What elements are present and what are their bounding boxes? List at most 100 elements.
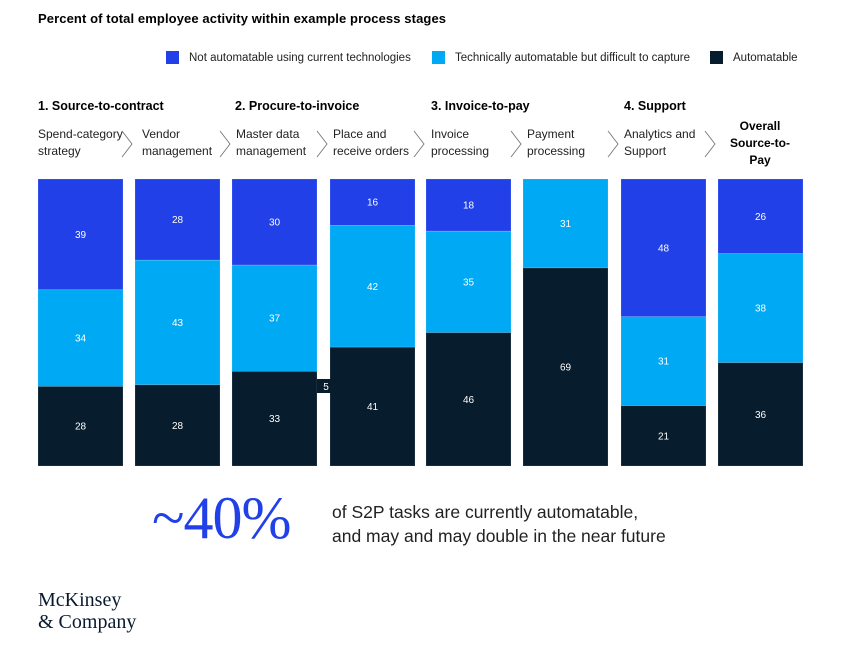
chevron-right-icon — [121, 130, 133, 158]
chevron-right-icon — [316, 130, 328, 158]
chevron-right-icon — [607, 130, 619, 158]
step-invoice-processing: Invoice processing — [431, 126, 489, 160]
data-label: 36 — [755, 410, 767, 421]
bar-1: 39 34 28 — [37, 178, 124, 467]
bar-segment-automatable — [329, 346, 416, 467]
chevron-right-icon — [219, 130, 231, 158]
data-label: 39 — [75, 230, 87, 241]
legend-label: Technically automatable but difficult to… — [455, 51, 691, 64]
data-label: 69 — [560, 362, 572, 373]
stage-source-to-contract: 1. Source-to-contract — [38, 99, 164, 113]
chevron-right-icon — [704, 130, 716, 158]
step-line: strategy — [38, 144, 81, 158]
step-analytics-and-support: Analytics and Support — [624, 126, 695, 160]
step-line: Payment — [527, 127, 575, 141]
data-label: 33 — [269, 414, 281, 425]
bar-segment-not-automatable — [134, 178, 221, 261]
logo-line: & Company — [38, 611, 137, 633]
data-label: 31 — [560, 219, 572, 230]
mckinsey-logo: McKinsey & Company — [38, 589, 136, 633]
bar-6: 31 69 — [522, 178, 609, 467]
legend-swatch — [432, 51, 445, 64]
bar-segment-not-automatable — [231, 178, 318, 266]
step-line: management — [142, 144, 213, 158]
data-label: 31 — [658, 357, 670, 368]
bar-segment-automatable — [522, 267, 609, 467]
bar-segment-automatable — [717, 362, 804, 467]
bar-segment-technically-automatable — [134, 259, 221, 386]
step-vendor-management: Vendor management — [142, 126, 212, 160]
bar-segment-not-automatable — [620, 178, 707, 318]
bar-segment-automatable — [231, 370, 318, 467]
bar-segment-not-automatable — [425, 178, 512, 232]
step-line: Spend-category — [38, 127, 123, 141]
bar-7: 48 31 21 — [620, 178, 707, 467]
data-label: 34 — [75, 334, 87, 345]
step-line: management — [236, 144, 307, 158]
step-master-data-management: Master data management — [236, 126, 306, 160]
data-label: 37 — [269, 314, 281, 325]
step-line: Analytics and — [624, 127, 696, 141]
stage-support: 4. Support — [624, 99, 686, 113]
callout-line: of S2P tasks are currently automatable, — [332, 502, 639, 522]
chevron-right-icon — [413, 130, 425, 158]
step-line: Source-to- — [730, 136, 790, 150]
step-payment-processing: Payment processing — [527, 126, 585, 160]
step-line: Overall — [739, 119, 781, 133]
data-label: 48 — [658, 243, 670, 254]
legend-item-automatable: Automatable — [710, 51, 798, 64]
bar-segment-not-automatable — [329, 178, 416, 226]
bar-segment-automatable — [37, 386, 124, 467]
step-line: receive orders — [333, 144, 410, 158]
step-line: Pay — [749, 153, 771, 167]
stage-procure-to-invoice: 2. Procure-to-invoice — [235, 99, 360, 113]
step-spend-category-strategy: Spend-category strategy — [38, 126, 123, 160]
data-label: 38 — [755, 304, 767, 315]
data-label: 41 — [367, 402, 379, 413]
bar-segment-technically-automatable — [425, 230, 512, 333]
bar-segment-not-automatable — [37, 178, 124, 291]
legend-item-technically-automatable: Technically automatable but difficult to… — [432, 51, 690, 64]
bar-8: 26 38 36 — [717, 178, 804, 467]
step-line: Place and — [333, 127, 387, 141]
data-label: 28 — [172, 215, 184, 226]
data-label: 26 — [755, 212, 767, 223]
bar-3: 30 37 33 — [231, 178, 318, 467]
legend: Not automatable using current technologi… — [0, 51, 851, 67]
legend-swatch — [166, 51, 179, 64]
legend-swatch — [710, 51, 723, 64]
callout-line: and may and may double in the near futur… — [332, 526, 666, 546]
step-overall-source-to-pay: Overall Source-to- Pay — [722, 118, 798, 169]
legend-label: Not automatable using current technologi… — [189, 51, 411, 64]
bar-segment-technically-automatable — [717, 253, 804, 363]
callout-text: of S2P tasks are currently automatable, … — [332, 500, 666, 548]
bar-segment-not-automatable — [717, 178, 804, 254]
bar-5: 18 35 46 — [425, 178, 512, 467]
bar-segment-technically-automatable — [37, 289, 124, 387]
step-line: processing — [431, 144, 490, 158]
data-label: 43 — [172, 318, 184, 329]
step-line: Invoice — [431, 127, 470, 141]
bar-segment-automatable — [425, 332, 512, 467]
callout-value: ~40% — [152, 485, 291, 551]
data-label: 30 — [269, 218, 281, 229]
step-place-and-receive-orders: Place and receive orders — [333, 126, 409, 160]
annotation-label: 5 — [317, 379, 331, 393]
annotation-text: 5 — [323, 382, 329, 393]
data-label: 28 — [75, 422, 87, 433]
step-line: Support — [624, 144, 667, 158]
chart-title: Percent of total employee activity withi… — [38, 11, 447, 26]
data-label: 28 — [172, 421, 184, 432]
data-label: 18 — [463, 201, 475, 212]
data-label: 42 — [367, 282, 379, 293]
data-label: 46 — [463, 395, 475, 406]
data-label: 16 — [367, 198, 379, 209]
bar-segment-technically-automatable — [231, 264, 318, 372]
annotation-box — [317, 379, 331, 393]
data-label: 35 — [463, 277, 475, 288]
data-label: 21 — [658, 431, 670, 442]
bar-segment-technically-automatable — [522, 178, 609, 269]
step-line: processing — [527, 144, 586, 158]
bar-segment-automatable — [134, 384, 221, 467]
